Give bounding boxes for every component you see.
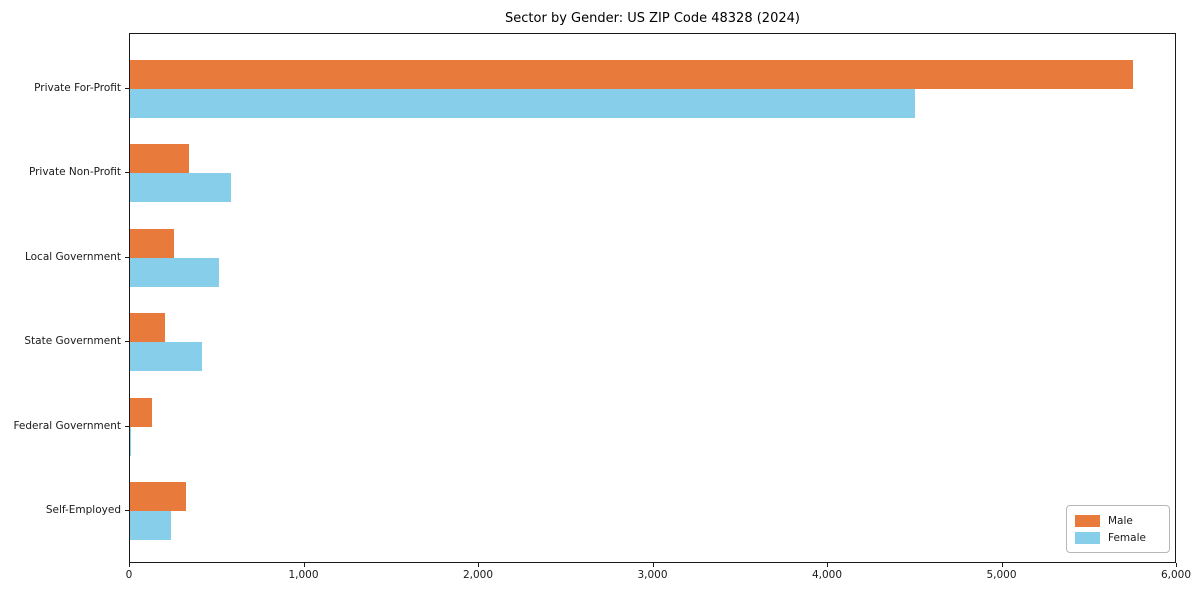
x-tick-1-000: [303, 563, 305, 567]
bar-male-self-employed: [130, 482, 186, 511]
y-label-private-for-profit: Private For-Profit: [34, 82, 121, 94]
legend: Male Female: [1066, 505, 1170, 553]
x-tick-2-000: [478, 563, 479, 567]
bar-female-state-government: [130, 342, 202, 372]
y-tick-self-employed: [125, 510, 129, 511]
x-tick-5-000: [1001, 563, 1003, 567]
bar-male-private-for-profit: [130, 60, 1134, 89]
chart-title: Sector by Gender: US ZIP Code 48328 (202…: [505, 11, 800, 26]
bar-female-private-for-profit: [130, 89, 916, 118]
x-label-4-000: 4,000: [811, 569, 843, 581]
x-tick-4-000: [827, 563, 828, 567]
bar-male-local-government: [130, 228, 174, 258]
y-label-local-government: Local Government: [24, 250, 121, 263]
y-label-federal-government: Federal Government: [13, 419, 121, 432]
x-label-1-000: 1,000: [288, 569, 319, 581]
x-label-0: 0: [125, 569, 133, 581]
bar-female-self-employed: [130, 511, 171, 540]
y-tick-federal-government: [125, 425, 129, 427]
female-color-swatch: [1075, 531, 1100, 544]
legend-item-male: Male: [1075, 512, 1161, 529]
legend-item-female: Female: [1075, 529, 1161, 546]
bar-female-federal-government: [130, 426, 131, 456]
plot-area: Male Female: [129, 33, 1176, 563]
y-tick-private-for-profit: [125, 88, 129, 89]
bar-male-federal-government: [130, 397, 152, 427]
y-tick-state-government: [125, 341, 129, 343]
bar-male-state-government: [130, 313, 165, 343]
x-tick-6-000: [1176, 563, 1177, 567]
male-color-swatch: [1075, 514, 1100, 527]
bar-female-local-government: [130, 257, 219, 287]
y-label-state-government: State Government: [24, 335, 121, 348]
y-tick-local-government: [125, 256, 129, 258]
bar-female-private-non-profit: [130, 173, 232, 203]
x-label-6-000: 6,000: [1160, 569, 1192, 581]
x-label-3-000: 3,000: [637, 569, 668, 581]
x-label-5-000: 5,000: [986, 569, 1017, 581]
y-tick-private-non-profit: [125, 172, 129, 174]
x-tick-0: [129, 563, 130, 567]
x-label-2-000: 2,000: [462, 569, 494, 581]
legend-label-male: Male: [1108, 514, 1133, 527]
y-label-private-non-profit: Private Non-Profit: [28, 166, 121, 179]
bar-male-private-non-profit: [130, 144, 190, 174]
y-label-self-employed: Self-Employed: [45, 504, 121, 516]
legend-label-female: Female: [1108, 531, 1146, 544]
x-tick-3-000: [652, 563, 654, 567]
